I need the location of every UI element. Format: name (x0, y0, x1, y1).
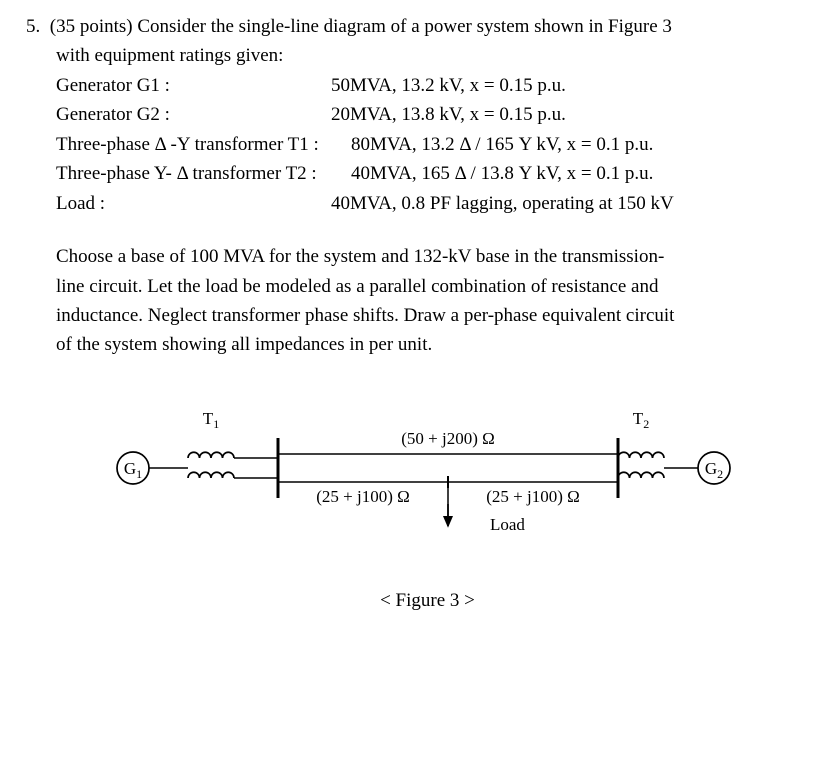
g2-spec: 20MVA, 13.8 kV, x = 0.15 p.u. (331, 100, 566, 129)
para2-line-b: line circuit. Let the load be modeled as… (12, 272, 799, 301)
load-label: Load : (56, 189, 331, 218)
problem-line-2: with equipment ratings given: (12, 41, 799, 70)
svg-text:T2: T2 (632, 409, 648, 431)
svg-text:G2: G2 (704, 459, 722, 481)
row-g2: Generator G2 : 20MVA, 13.8 kV, x = 0.15 … (12, 100, 799, 129)
g2-label: Generator G2 : (56, 100, 331, 129)
svg-text:(25 + j100) Ω: (25 + j100) Ω (316, 487, 410, 506)
row-g1: Generator G1 : 50MVA, 13.2 kV, x = 0.15 … (12, 71, 799, 100)
svg-text:(50 + j200) Ω: (50 + j200) Ω (401, 429, 495, 448)
svg-text:Load: Load (490, 515, 525, 534)
para2-line-c: inductance. Neglect transformer phase sh… (12, 301, 799, 330)
problem-points: (35 points) (50, 16, 133, 37)
single-line-diagram: G1 T1 (50 + j200) Ω (25 + j100) Ω (25 + j100… (98, 384, 758, 569)
problem-lead: Consider the single-line diagram of a po… (137, 16, 672, 37)
row-t1: Three-phase Δ -Y transformer T1 : 80MVA,… (12, 130, 799, 159)
t2-label: Three-phase Y- Δ transformer T2 : (56, 159, 351, 188)
svg-text:(25 + j100) Ω: (25 + j100) Ω (486, 487, 580, 506)
t2-spec: 40MVA, 165 Δ / 13.8 Y kV, x = 0.1 p.u. (351, 159, 653, 188)
row-load: Load : 40MVA, 0.8 PF lagging, operating … (12, 189, 799, 218)
load-spec: 40MVA, 0.8 PF lagging, operating at 150 … (331, 189, 674, 218)
problem-number: 5. (26, 16, 40, 37)
problem-line-1: 5. (35 points) Consider the single-line … (12, 12, 799, 41)
figure-caption: < Figure 3 > (12, 586, 799, 615)
g1-spec: 50MVA, 13.2 kV, x = 0.15 p.u. (331, 71, 566, 100)
figure3: G1 T1 (50 + j200) Ω (25 + j100) Ω (25 + j100… (12, 384, 799, 578)
g1-label: Generator G1 : (56, 71, 331, 100)
row-t2: Three-phase Y- Δ transformer T2 : 40MVA,… (12, 159, 799, 188)
svg-text:T1: T1 (202, 409, 218, 431)
t1-label: Three-phase Δ -Y transformer T1 : (56, 130, 351, 159)
svg-text:G1: G1 (123, 459, 141, 481)
t1-spec: 80MVA, 13.2 Δ / 165 Y kV, x = 0.1 p.u. (351, 130, 653, 159)
para2-line-d: of the system showing all impedances in … (12, 330, 799, 359)
para2-line-a: Choose a base of 100 MVA for the system … (12, 242, 799, 271)
